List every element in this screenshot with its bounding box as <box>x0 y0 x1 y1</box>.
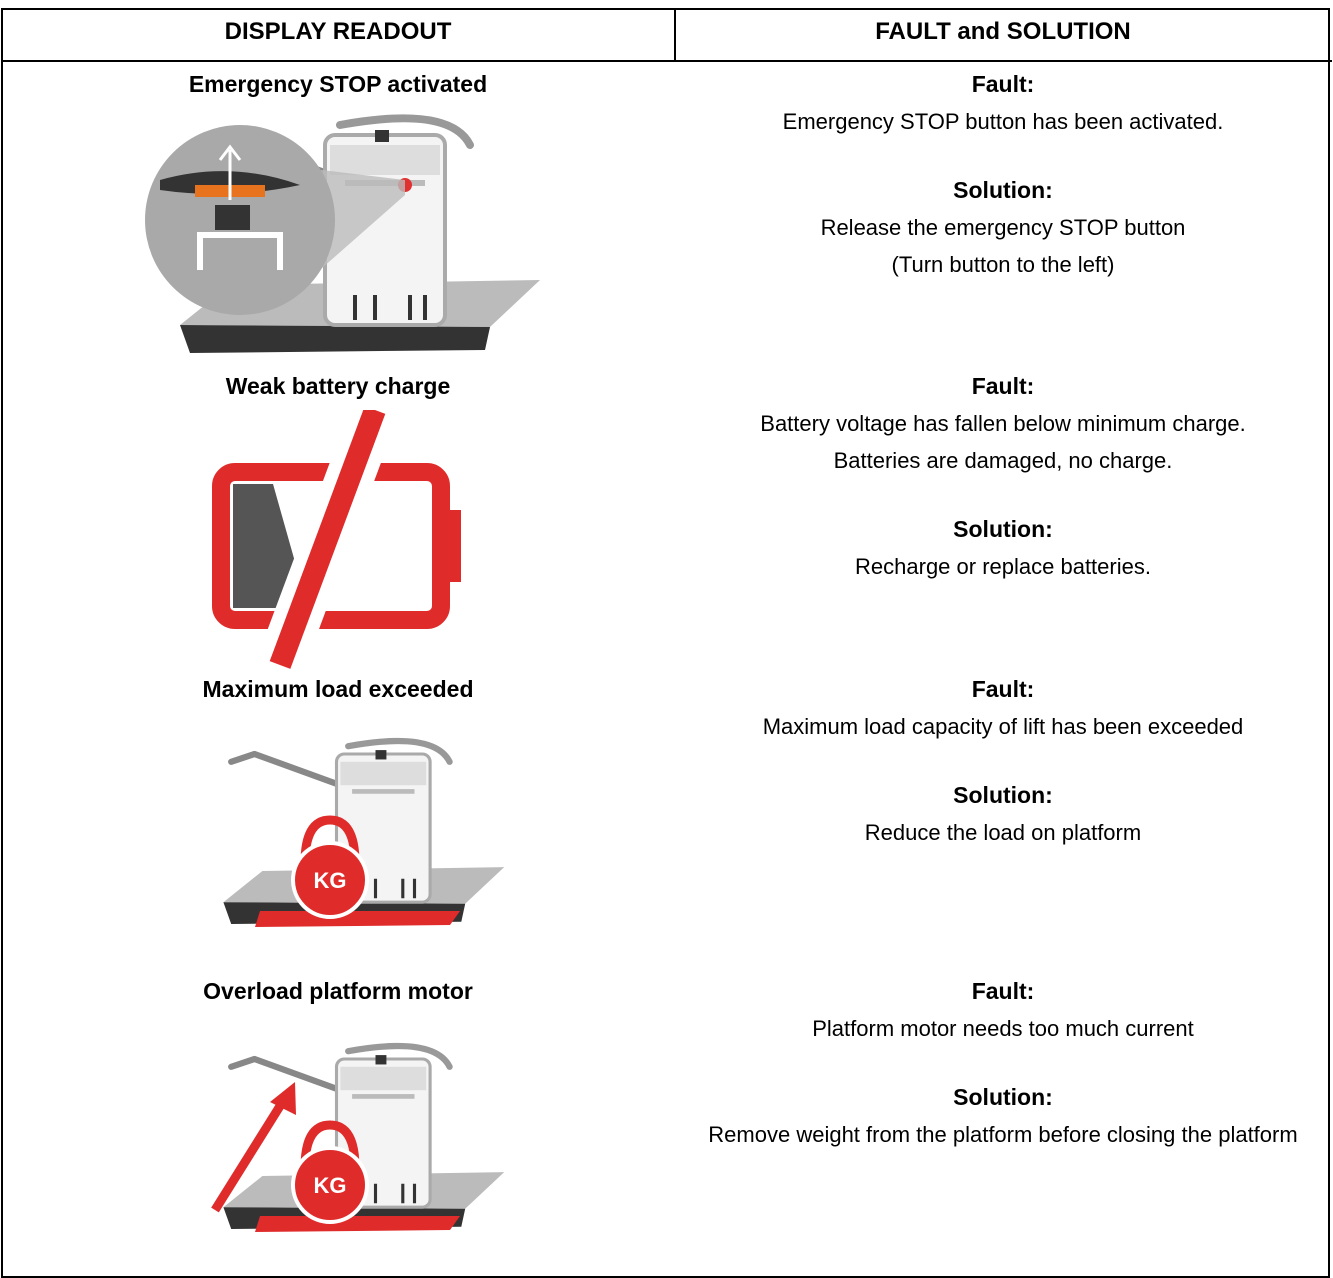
solution-label: Solution: <box>953 782 1053 808</box>
solution-text: Release the emergency STOP button <box>820 215 1186 240</box>
fault-text: Batteries are damaged, no charge. <box>833 448 1173 473</box>
column-rule <box>674 8 676 62</box>
fault-text: Emergency STOP button has been activated… <box>782 109 1224 134</box>
header-cell: FAULT and SOLUTION <box>875 18 1131 45</box>
solution-text: Recharge or replace batteries. <box>855 554 1151 579</box>
emergency-stop-illustration <box>145 105 540 355</box>
battery-illustration <box>212 410 461 670</box>
solution-label: Solution: <box>953 516 1053 542</box>
readout-title: Weak battery charge <box>225 373 451 399</box>
fault-text: Battery voltage has fallen below minimum… <box>760 411 1246 436</box>
readout-title: Maximum load exceeded <box>202 676 474 702</box>
solution-label: Solution: <box>953 177 1053 203</box>
max-load-illustration: KG <box>200 715 510 955</box>
weight-label: KG <box>314 868 347 893</box>
header-rule <box>1 60 1332 62</box>
fault-label: Fault: <box>971 978 1035 1004</box>
readout-title: Overload platform motor <box>203 978 473 1004</box>
fault-text: Platform motor needs too much current <box>812 1016 1194 1041</box>
solution-text: Remove weight from the platform before c… <box>708 1122 1298 1147</box>
motor-overload-illustration: KG <box>211 1020 510 1260</box>
solution-text: (Turn button to the left) <box>891 252 1115 277</box>
header-cell: DISPLAY READOUT <box>224 18 452 45</box>
weight-label: KG <box>314 1173 347 1198</box>
solution-text: Reduce the load on platform <box>864 820 1142 845</box>
fault-label: Fault: <box>971 373 1035 399</box>
solution-label: Solution: <box>953 1084 1053 1110</box>
fault-label: Fault: <box>971 676 1035 702</box>
fault-label: Fault: <box>971 71 1035 97</box>
fault-text: Maximum load capacity of lift has been e… <box>762 714 1244 739</box>
readout-title: Emergency STOP activated <box>188 71 488 97</box>
